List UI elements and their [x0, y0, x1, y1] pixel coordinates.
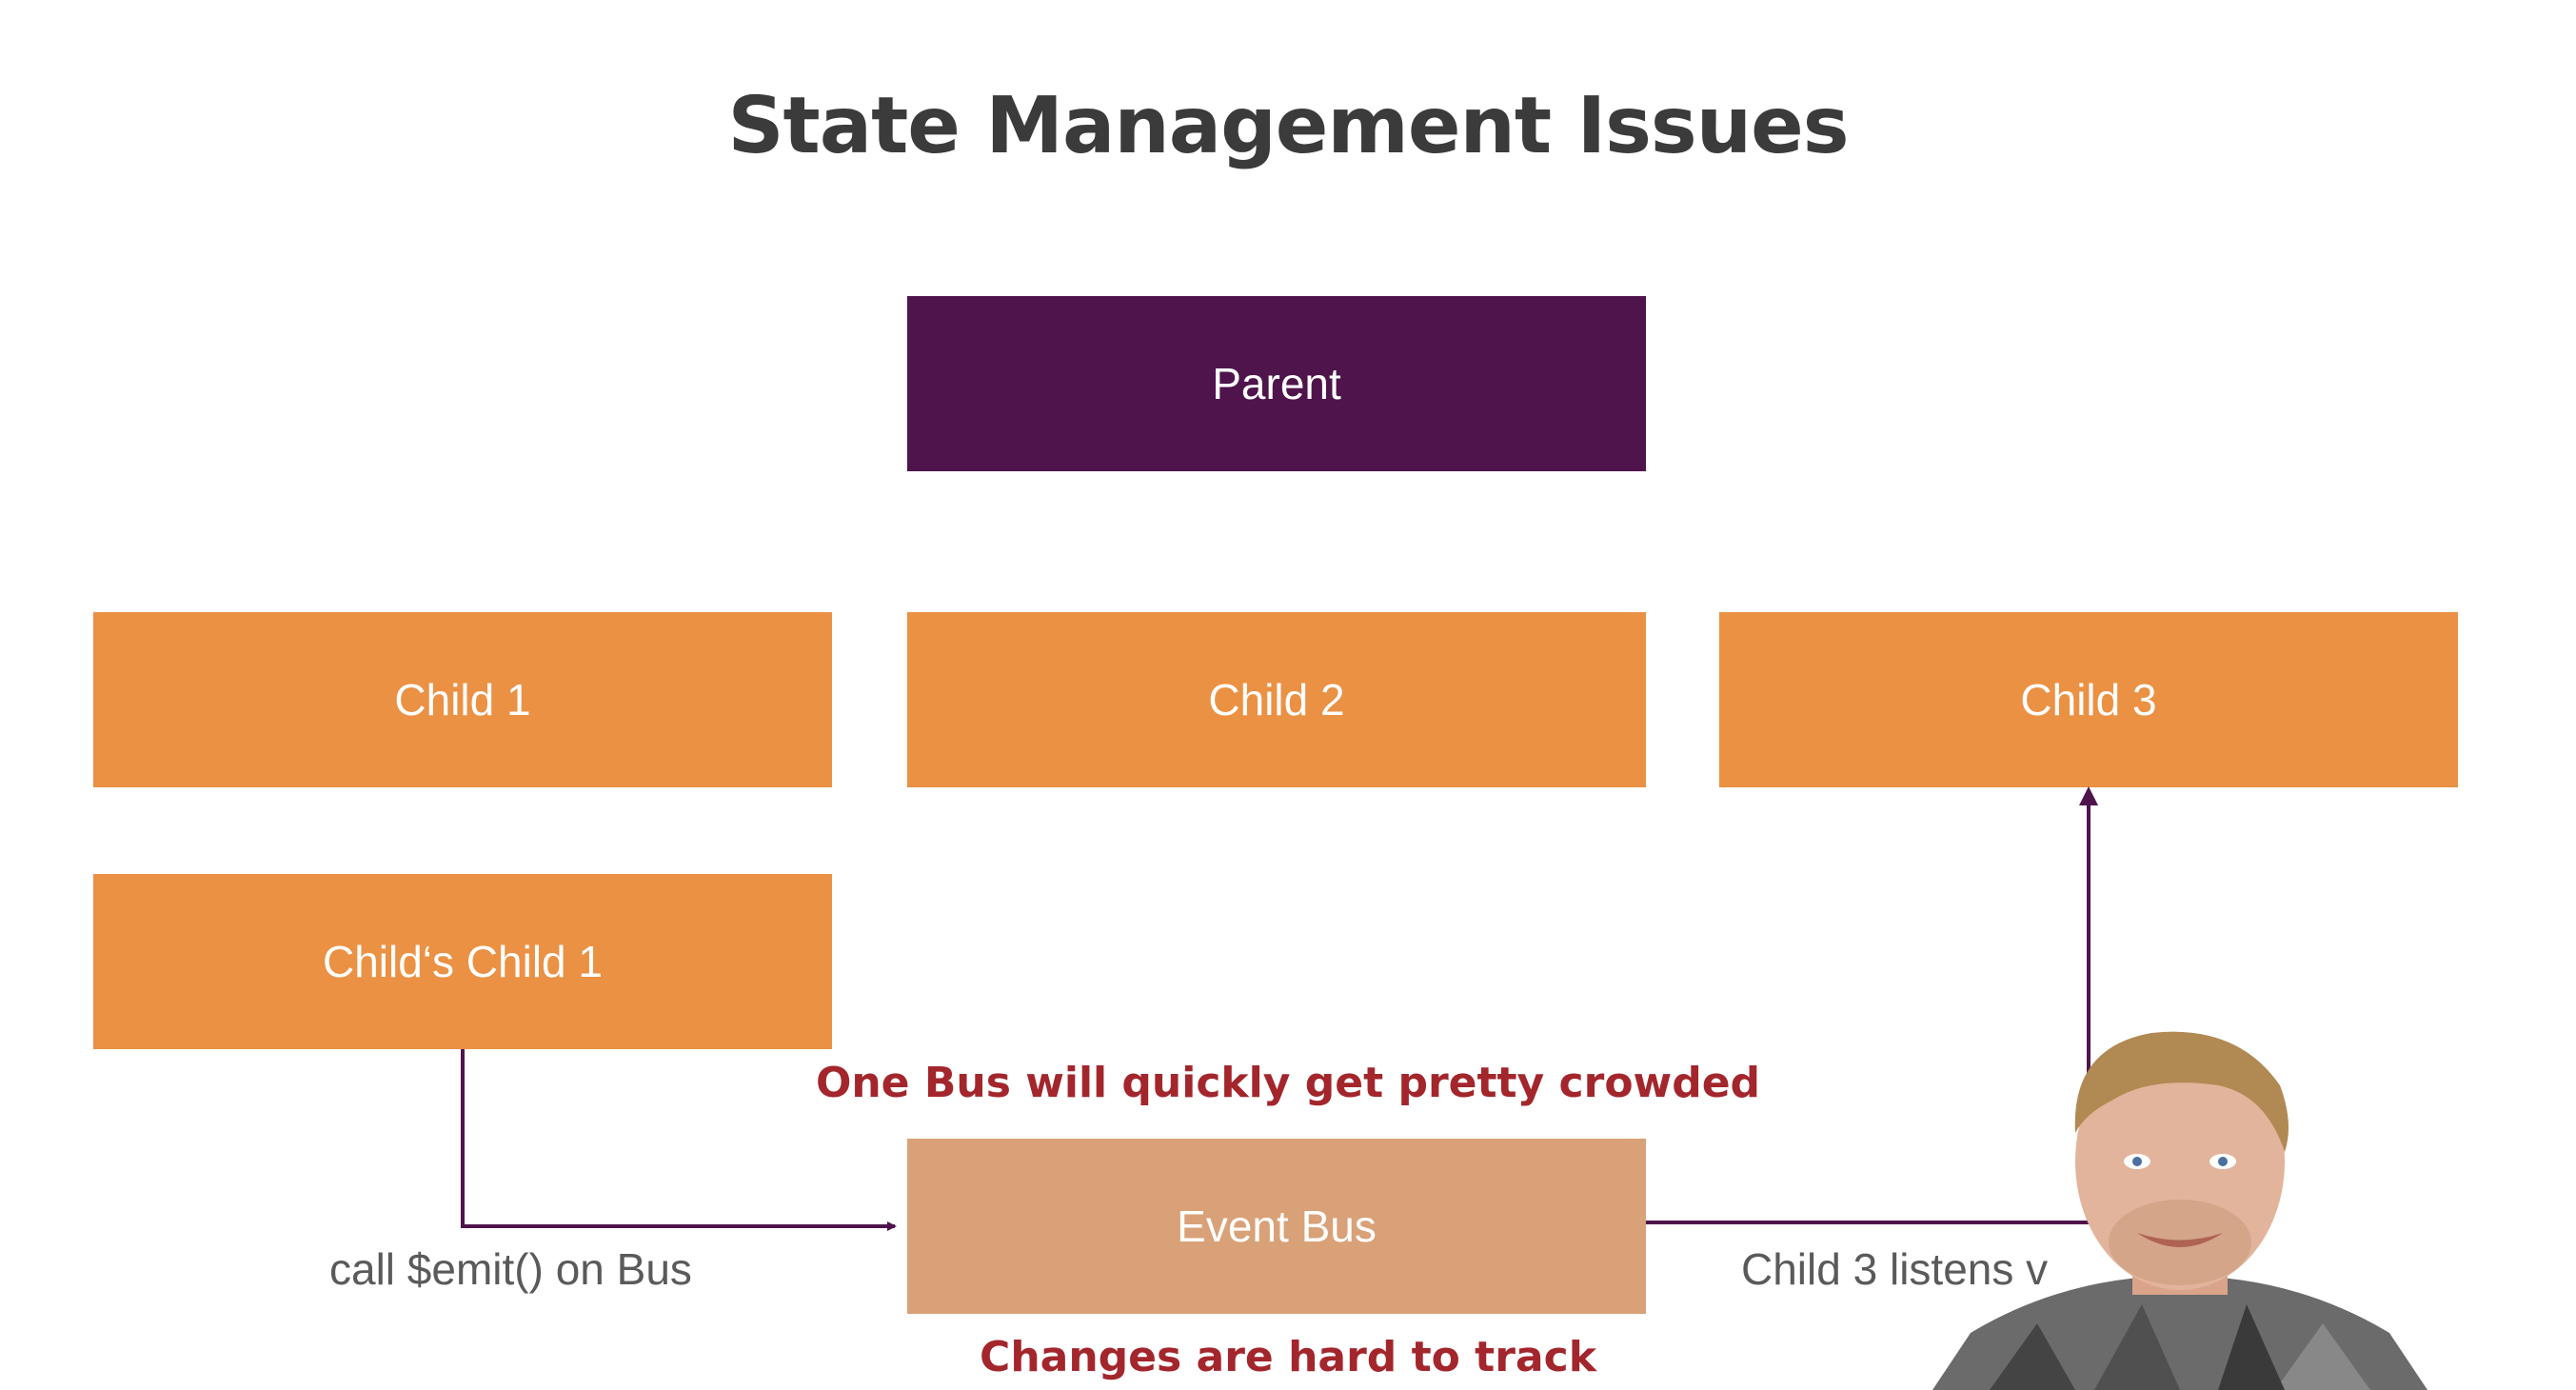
crowded-bus-warning: One Bus will quickly get pretty crowded: [815, 1059, 1761, 1107]
emit-label: call $emit() on Bus: [329, 1244, 692, 1294]
emit-arrow: [461, 1049, 897, 1231]
presenter-hair: [2074, 1031, 2289, 1152]
presenter-face: [2075, 1033, 2285, 1290]
childs-child-1-label: Child‘s Child 1: [322, 937, 603, 986]
listen-label: Child 3 listens v: [1741, 1244, 2049, 1294]
childs-child-1-box: Child‘s Child 1: [93, 874, 832, 1049]
child-1-box: Child 1: [93, 612, 832, 787]
slide-title: State Management Issues: [727, 81, 1849, 171]
event-bus-box: Event Bus: [907, 1139, 1646, 1314]
tracking-warning: Changes are hard to track: [980, 1333, 1596, 1381]
presenter-video: [1932, 1019, 2427, 1390]
parent-label: Parent: [1212, 359, 1341, 408]
child-1-label: Child 1: [394, 675, 531, 725]
listen-arrowhead: [2079, 786, 2098, 805]
child-2-label: Child 2: [1208, 675, 1345, 725]
child-3-label: Child 3: [2020, 675, 2157, 725]
event-bus-label: Event Bus: [1177, 1201, 1377, 1251]
child-2-box: Child 2: [907, 612, 1646, 787]
parent-box: Parent: [907, 296, 1646, 471]
child-3-box: Child 3: [1719, 612, 2458, 787]
